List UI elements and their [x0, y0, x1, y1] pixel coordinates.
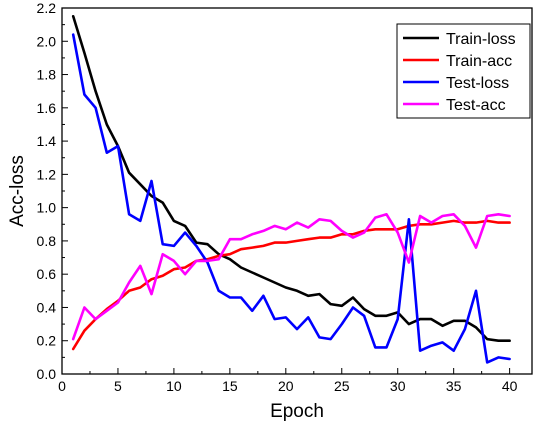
y-axis-title: Acc-loss: [7, 155, 28, 227]
legend-label-test-loss: Test-loss: [446, 75, 509, 92]
legend-label-train-acc: Train-acc: [446, 53, 512, 70]
y-tick-label: 1.6: [37, 100, 57, 116]
y-tick-label: 0.4: [37, 299, 57, 315]
series-line-train-acc: [71, 219, 511, 351]
x-tick-labels: 0 5 10 15 20 25 30 35 40: [58, 378, 518, 394]
y-tick-label: 2.0: [37, 33, 57, 49]
x-tick-label: 20: [278, 378, 294, 394]
series-line-test-loss: [71, 33, 511, 364]
y-tick-label: 1.2: [37, 166, 57, 182]
plot-area-frame: [61, 7, 533, 375]
legend-label-test-acc: Test-acc: [446, 97, 506, 114]
legend-box: [396, 23, 531, 119]
y-tick-labels: 0.0 0.2 0.4 0.6 0.8 1.0 1.2 1.4 1.6 1.8 2.0 2.2: [37, 0, 57, 382]
legend: Train-loss Train-acc Test-loss Test-acc: [396, 23, 531, 119]
x-tick-label: 35: [446, 378, 462, 394]
y-tick-label: 2.2: [37, 0, 57, 16]
y-tick-label: 1.8: [37, 67, 57, 83]
series-layer: [71, 14, 511, 364]
y-tick-label: 0.6: [37, 266, 57, 282]
y-tick-label: 0.0: [37, 366, 57, 382]
y-tick-label: 1.0: [37, 200, 57, 216]
x-tick-label: 5: [114, 378, 122, 394]
y-tick-label: 0.2: [37, 333, 57, 349]
x-tick-label: 25: [334, 378, 350, 394]
x-tick-label: 0: [58, 378, 66, 394]
x-tick-label: 15: [222, 378, 238, 394]
x-tick-label: 40: [502, 378, 518, 394]
legend-label-train-loss: Train-loss: [446, 31, 516, 48]
y-tick-label: 1.4: [37, 133, 57, 149]
series-line-test-acc: [71, 213, 511, 341]
x-tick-label: 10: [166, 378, 182, 394]
x-tick-label: 30: [390, 378, 406, 394]
series-line-train-loss: [71, 14, 511, 343]
x-axis-title: Epoch: [270, 401, 324, 422]
y-tick-label: 0.8: [37, 233, 57, 249]
